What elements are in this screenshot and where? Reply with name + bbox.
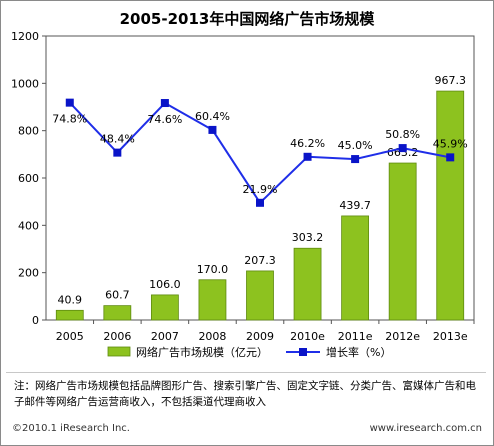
divider — [6, 372, 486, 373]
y-tick-label: 600 — [18, 172, 39, 185]
bar — [246, 270, 274, 321]
y-tick-label: 800 — [18, 125, 39, 138]
bar-value-label: 170.0 — [197, 263, 229, 276]
bar-value-label: 40.9 — [58, 293, 83, 306]
bar-value-label: 60.7 — [105, 289, 130, 302]
chart-area: 0 200 400 600 800 1000 1200 40.9 2005 60.7 2006 106… — [11, 30, 475, 359]
growth-rate-point — [65, 98, 74, 107]
bar — [436, 90, 465, 321]
y-tick-label: 1200 — [11, 30, 39, 43]
growth-rate-label: 50.8% — [385, 128, 420, 141]
bar — [103, 305, 132, 321]
growth-rate-point — [113, 148, 122, 157]
growth-rate-label: 21.9% — [243, 183, 278, 196]
legend-line-label: 增长率（%） — [326, 345, 391, 359]
y-tick-label: 400 — [18, 219, 39, 232]
x-tick-label: 2012e — [385, 330, 420, 343]
y-tick-label: 200 — [18, 267, 39, 280]
growth-rate-point — [256, 198, 264, 207]
bar — [198, 279, 227, 321]
growth-rate-point — [351, 155, 360, 164]
x-tick-label: 2008 — [198, 330, 226, 343]
x-tick-label: 2009 — [246, 330, 274, 343]
legend-bar-label: 网络广告市场规模（亿元） — [136, 345, 268, 359]
bar — [150, 294, 179, 321]
x-tick-label: 2010e — [290, 330, 325, 343]
x-tick-label: 2007 — [151, 330, 179, 343]
growth-rate-point — [303, 152, 312, 161]
copyright: ©2010.1 iResearch Inc. — [12, 423, 130, 434]
x-tick-label: 2005 — [56, 330, 84, 343]
bar-value-label: 967.3 — [434, 74, 466, 87]
bar-value-label: 303.2 — [292, 231, 324, 244]
legend-line-marker — [299, 348, 307, 356]
website-url: www.iresearch.com.cn — [369, 423, 482, 434]
x-tick-label: 2013e — [433, 330, 468, 343]
growth-rate-label: 74.8% — [52, 113, 87, 126]
bar-value-label: 439.7 — [339, 199, 371, 212]
bar — [55, 309, 84, 321]
x-tick-label: 2011e — [338, 330, 373, 343]
growth-rate-label: 45.0% — [338, 139, 373, 152]
growth-rate-label: 74.6% — [147, 113, 182, 126]
bar — [388, 162, 417, 321]
growth-rate-label: 60.4% — [195, 110, 230, 123]
growth-rate-label: 46.2% — [290, 137, 325, 150]
bar-value-label: 207.3 — [244, 254, 276, 267]
legend-bar-swatch — [107, 346, 131, 357]
chart-title: 2005-2013年中国网络广告市场规模 — [119, 10, 375, 28]
y-tick-label: 1000 — [11, 77, 39, 90]
bar — [293, 247, 322, 321]
footnote: 注：网络广告市场规模包括品牌图形广告、搜索引擎广告、固定文字链、分类广告、富媒体… — [14, 380, 476, 408]
growth-rate-point — [208, 125, 217, 134]
x-tick-label: 2006 — [103, 330, 131, 343]
bar — [341, 215, 370, 321]
growth-rate-point — [398, 144, 407, 153]
y-tick-label: 0 — [32, 314, 39, 327]
growth-rate-point — [446, 153, 455, 162]
growth-rate-label: 48.4% — [100, 133, 135, 146]
growth-rate-point — [160, 99, 169, 108]
growth-rate-label: 45.9% — [433, 137, 468, 150]
bar-value-label: 106.0 — [149, 278, 181, 291]
